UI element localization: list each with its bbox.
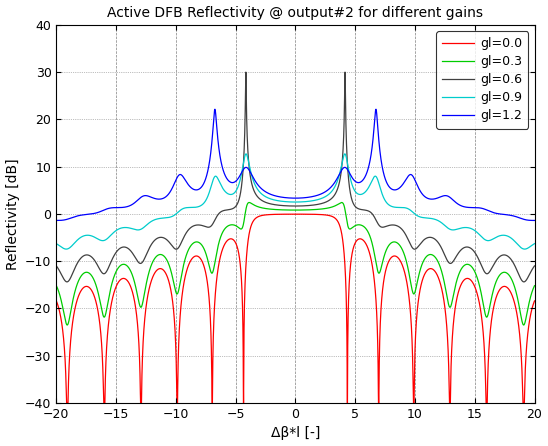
gl=0.9 xyxy=(53,241,60,246)
gl=0.3 xyxy=(287,207,294,213)
gl=0.9 xyxy=(531,241,538,246)
Line: gl=0.9: gl=0.9 xyxy=(56,154,534,249)
gl=0.3 xyxy=(73,285,79,290)
Y-axis label: Reflectivity [dB]: Reflectivity [dB] xyxy=(5,158,20,270)
gl=1.2 xyxy=(147,194,153,199)
gl=0.6 xyxy=(342,70,349,75)
gl=0.0 xyxy=(287,211,293,217)
gl=0.6 xyxy=(147,244,153,249)
gl=0.3 xyxy=(147,266,153,271)
gl=1.2 xyxy=(73,214,79,219)
Line: gl=1.2: gl=1.2 xyxy=(56,109,534,220)
gl=0.3 xyxy=(506,273,512,278)
gl=0.0 xyxy=(292,211,299,217)
gl=1.2 xyxy=(287,195,293,201)
Title: Active DFB Reflectivity @ output#2 for different gains: Active DFB Reflectivity @ output#2 for d… xyxy=(107,5,483,20)
gl=0.6 xyxy=(287,203,293,209)
gl=1.2 xyxy=(82,212,88,217)
gl=0.0 xyxy=(147,282,153,288)
gl=1.2 xyxy=(212,107,218,112)
gl=0.9 xyxy=(73,239,79,244)
gl=0.9 xyxy=(82,233,88,238)
gl=0.0 xyxy=(53,298,60,304)
X-axis label: Δβ*l [-]: Δβ*l [-] xyxy=(271,426,320,441)
gl=0.9 xyxy=(506,234,512,240)
Line: gl=0.0: gl=0.0 xyxy=(56,214,534,403)
gl=0.3 xyxy=(82,270,88,275)
gl=0.3 xyxy=(53,283,60,289)
Legend: gl=0.0, gl=0.3, gl=0.6, gl=0.9, gl=1.2: gl=0.0, gl=0.3, gl=0.6, gl=0.9, gl=1.2 xyxy=(436,31,528,128)
gl=1.2 xyxy=(55,218,62,223)
gl=0.9 xyxy=(63,247,70,252)
gl=0.6 xyxy=(506,255,512,260)
gl=0.6 xyxy=(53,263,60,268)
gl=0.0 xyxy=(73,301,79,306)
gl=0.3 xyxy=(246,200,253,205)
gl=0.6 xyxy=(73,263,79,268)
gl=0.0 xyxy=(63,401,70,406)
gl=0.9 xyxy=(147,219,153,225)
gl=0.6 xyxy=(82,252,88,258)
gl=1.2 xyxy=(506,212,512,218)
gl=0.6 xyxy=(55,266,62,272)
gl=0.0 xyxy=(82,284,88,289)
Line: gl=0.6: gl=0.6 xyxy=(56,72,534,282)
gl=0.0 xyxy=(531,298,538,304)
gl=0.9 xyxy=(341,151,348,157)
gl=0.6 xyxy=(64,279,70,285)
Line: gl=0.3: gl=0.3 xyxy=(56,202,534,325)
gl=1.2 xyxy=(531,218,538,223)
gl=1.2 xyxy=(53,218,60,223)
gl=0.3 xyxy=(55,288,62,293)
gl=0.6 xyxy=(531,263,538,268)
gl=0.3 xyxy=(531,283,538,289)
gl=0.0 xyxy=(506,287,512,293)
gl=0.9 xyxy=(287,199,293,205)
gl=0.3 xyxy=(64,322,71,328)
gl=0.0 xyxy=(55,305,62,310)
gl=0.9 xyxy=(55,242,62,248)
